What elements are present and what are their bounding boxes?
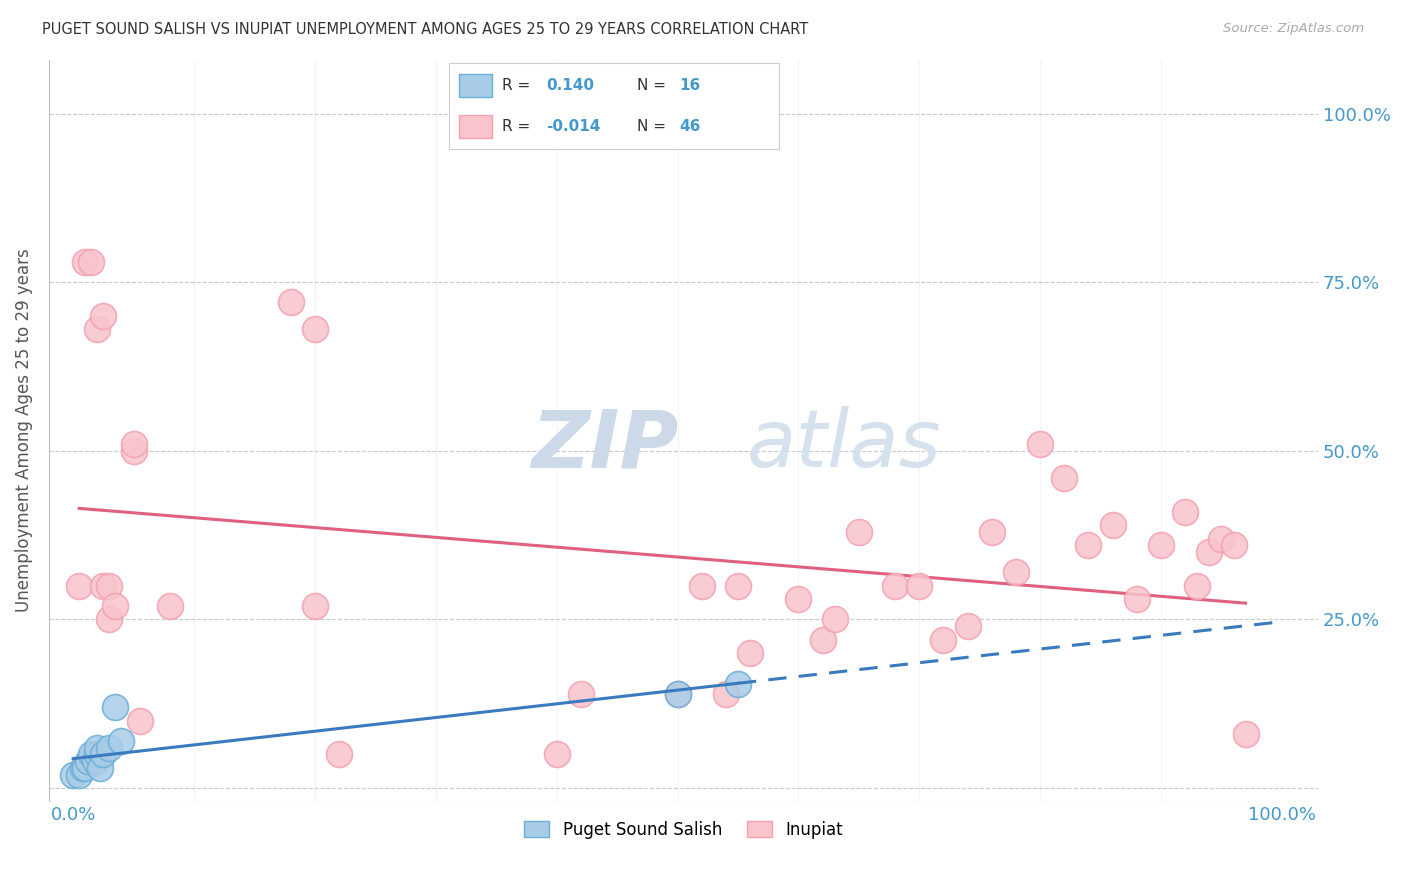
Point [690, 579, 713, 593]
Point [1187, 579, 1209, 593]
Point [956, 619, 979, 633]
Point [110, 734, 132, 748]
Point [76, 754, 98, 768]
Text: ZIP: ZIP [531, 407, 679, 484]
Point [304, 599, 326, 613]
Point [304, 322, 326, 336]
Point [727, 579, 749, 593]
Point [714, 687, 737, 701]
Point [86, 322, 108, 336]
Point [89, 761, 111, 775]
Point [98, 612, 121, 626]
Point [67, 767, 90, 781]
Point [1101, 518, 1123, 533]
Point [908, 579, 931, 593]
Point [1198, 545, 1220, 559]
Y-axis label: Unemployment Among Ages 25 to 29 years: Unemployment Among Ages 25 to 29 years [15, 249, 32, 613]
Point [104, 700, 127, 714]
Point [787, 592, 810, 607]
Point [128, 714, 150, 728]
Point [546, 747, 568, 762]
Text: Source: ZipAtlas.com: Source: ZipAtlas.com [1223, 22, 1364, 36]
Point [75, 761, 97, 775]
Point [328, 747, 350, 762]
Point [1029, 437, 1052, 451]
Point [1126, 592, 1149, 607]
Point [666, 687, 689, 701]
Point [666, 687, 689, 701]
Point [727, 676, 749, 690]
Point [93, 309, 115, 323]
Point [1211, 532, 1233, 546]
Point [280, 295, 302, 310]
Point [738, 646, 761, 660]
Point [884, 579, 907, 593]
Point [93, 747, 115, 762]
Point [122, 437, 145, 451]
Point [1077, 538, 1099, 552]
Point [62, 767, 84, 781]
Point [569, 687, 592, 701]
Point [848, 524, 870, 539]
Point [86, 740, 108, 755]
Text: atlas: atlas [747, 407, 942, 484]
Point [1222, 538, 1244, 552]
Point [104, 599, 127, 613]
Point [93, 579, 115, 593]
Point [824, 612, 846, 626]
Point [67, 579, 90, 593]
Legend: Puget Sound Salish, Inupiat: Puget Sound Salish, Inupiat [517, 814, 849, 846]
Point [83, 754, 105, 768]
Point [1053, 471, 1076, 485]
Point [86, 747, 108, 762]
Point [811, 632, 834, 647]
Point [932, 632, 955, 647]
Point [75, 255, 97, 269]
Point [1174, 504, 1197, 518]
Point [98, 740, 121, 755]
Point [1005, 566, 1028, 580]
Point [80, 747, 103, 762]
Text: PUGET SOUND SALISH VS INUPIAT UNEMPLOYMENT AMONG AGES 25 TO 29 YEARS CORRELATION: PUGET SOUND SALISH VS INUPIAT UNEMPLOYME… [42, 22, 808, 37]
Point [122, 443, 145, 458]
Point [1234, 727, 1257, 741]
Point [80, 255, 103, 269]
Point [980, 524, 1002, 539]
Point [1150, 538, 1173, 552]
Point [159, 599, 181, 613]
Point [72, 761, 94, 775]
Point [98, 579, 121, 593]
